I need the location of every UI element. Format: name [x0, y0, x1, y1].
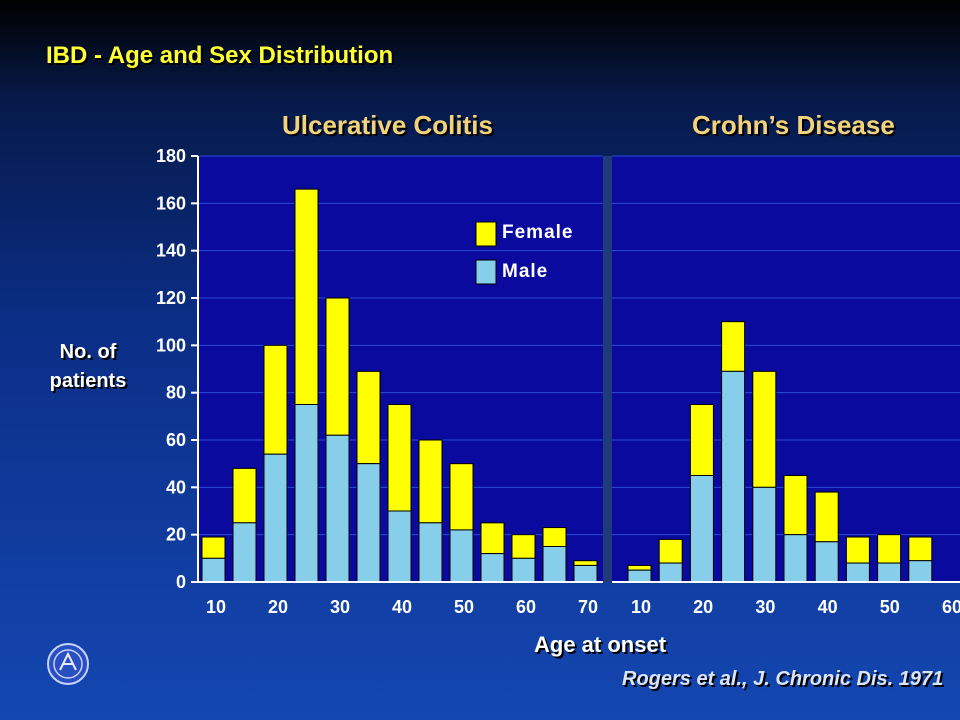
x-tick-label-uc-50: 50 — [454, 597, 474, 617]
bar-female-uc-20 — [263, 344, 288, 455]
bar-male-uc-30 — [325, 434, 350, 583]
y-tick-label-60: 60 — [166, 430, 186, 450]
bar-male-uc-55 — [480, 553, 505, 583]
legend-swatch-female — [475, 221, 497, 247]
bar-male-cd-55 — [908, 560, 933, 583]
x-tick-label-uc-10: 10 — [206, 597, 226, 617]
y-tick-label-40: 40 — [166, 477, 186, 497]
x-tick-label-cd-30: 30 — [755, 597, 775, 617]
x-tick-label-cd-40: 40 — [818, 597, 838, 617]
panel-title-crohns-disease: Crohn’s Disease — [692, 110, 895, 140]
bar-female-uc-25 — [294, 188, 319, 405]
bar-female-uc-15 — [232, 467, 257, 524]
bar-female-cd-40 — [814, 491, 839, 543]
bar-male-uc-45 — [418, 522, 443, 583]
y-axis-label: No. of patients — [49, 341, 127, 392]
slide-title: IBD - Age and Sex Distribution — [46, 42, 394, 69]
bar-female-cd-10 — [627, 564, 652, 571]
legend-label-male: Male — [502, 261, 548, 282]
x-axis-label: Age at onset — [534, 632, 667, 657]
bar-female-cd-55 — [908, 536, 933, 562]
bar-female-uc-30 — [325, 297, 350, 436]
bar-male-cd-10 — [627, 569, 652, 583]
x-tick-label-uc-60: 60 — [516, 597, 536, 617]
x-tick-label-uc-70: 70 — [578, 597, 598, 617]
y-tick-label-0: 0 — [176, 572, 186, 592]
y-tick-label-100: 100 — [156, 335, 186, 355]
bar-female-uc-10 — [201, 536, 226, 559]
bar-male-cd-50 — [877, 562, 902, 583]
bar-male-cd-40 — [814, 541, 839, 583]
bar-male-uc-20 — [263, 453, 288, 583]
bar-male-uc-10 — [201, 557, 226, 583]
bar-female-cd-45 — [845, 536, 870, 564]
bar-male-uc-40 — [387, 510, 412, 583]
bar-male-uc-15 — [232, 522, 257, 583]
x-tick-label-uc-20: 20 — [268, 597, 288, 617]
bar-male-uc-60 — [511, 557, 536, 583]
bar-female-uc-50 — [449, 463, 474, 531]
y-tick-label-180: 180 — [156, 146, 186, 166]
bar-male-uc-65 — [542, 546, 567, 583]
bar-male-cd-15 — [658, 562, 683, 583]
bar-female-uc-40 — [387, 404, 412, 512]
bar-male-cd-35 — [783, 534, 808, 583]
bar-female-cd-35 — [783, 475, 808, 536]
legend-label-female: Female — [502, 222, 573, 243]
bar-male-cd-25 — [721, 370, 746, 583]
y-tick-label-20: 20 — [166, 525, 186, 545]
x-tick-label-cd-20: 20 — [693, 597, 713, 617]
bar-male-uc-25 — [294, 404, 319, 583]
bar-male-uc-50 — [449, 529, 474, 583]
bar-male-uc-70 — [573, 564, 598, 583]
organization-logo-icon — [46, 642, 90, 686]
bar-female-uc-70 — [573, 560, 598, 566]
x-tick-label-cd-10: 10 — [631, 597, 651, 617]
legend-swatch-male — [475, 259, 497, 285]
y-tick-label-120: 120 — [156, 288, 186, 308]
x-tick-label-uc-40: 40 — [392, 597, 412, 617]
y-tick-label-140: 140 — [156, 241, 186, 261]
bar-female-uc-60 — [511, 534, 536, 559]
panel-title-ulcerative-colitis: Ulcerative Colitis — [282, 110, 493, 140]
bar-female-uc-55 — [480, 522, 505, 555]
bar-female-cd-25 — [721, 321, 746, 372]
y-tick-label-80: 80 — [166, 383, 186, 403]
bar-male-uc-35 — [356, 463, 381, 583]
bar-female-uc-45 — [418, 439, 443, 524]
legend: Female Male — [475, 221, 573, 285]
panel-divider — [603, 156, 612, 582]
bar-male-cd-45 — [845, 562, 870, 583]
bar-male-cd-20 — [689, 475, 714, 583]
y-tick-label-160: 160 — [156, 193, 186, 213]
bar-female-uc-65 — [542, 527, 567, 547]
bar-female-cd-50 — [877, 534, 902, 564]
bar-male-cd-30 — [752, 486, 777, 583]
x-tick-label-cd-50: 50 — [880, 597, 900, 617]
x-tick-label-uc-30: 30 — [330, 597, 350, 617]
citation: Rogers et al., J. Chronic Dis. 1971 — [622, 668, 944, 690]
bar-female-cd-20 — [689, 404, 714, 476]
bar-female-uc-35 — [356, 370, 381, 465]
bar-female-cd-30 — [752, 370, 777, 488]
bar-female-cd-15 — [658, 538, 683, 564]
x-tick-label-cd-60: 60 — [942, 597, 960, 617]
